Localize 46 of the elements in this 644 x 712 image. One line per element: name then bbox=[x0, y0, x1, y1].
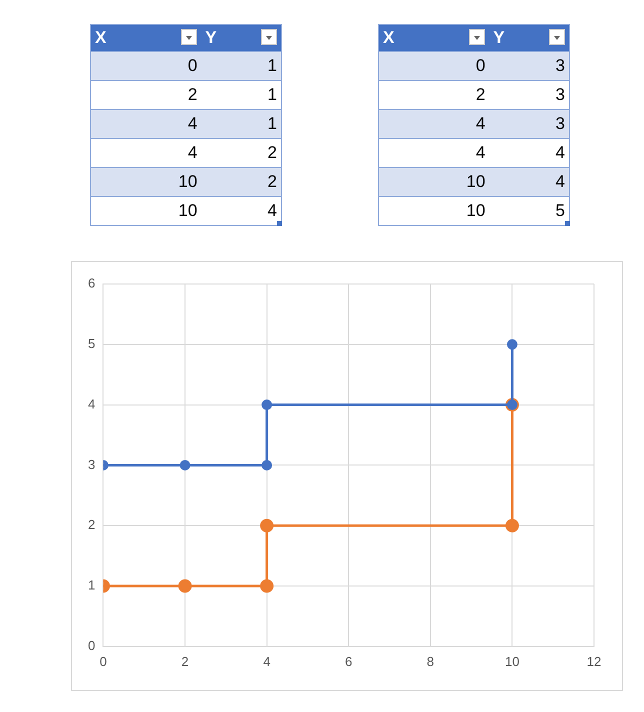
text: 5 bbox=[489, 196, 570, 226]
x-tick-label: 8 bbox=[426, 654, 434, 669]
y-tick-label: 2 bbox=[88, 517, 96, 532]
point bbox=[178, 579, 192, 593]
text: 4 bbox=[378, 110, 490, 138]
y-tick-label: 6 bbox=[88, 276, 96, 291]
text: 1 bbox=[201, 52, 282, 80]
point bbox=[262, 460, 272, 470]
text: 3 bbox=[489, 110, 570, 138]
text: 2 bbox=[378, 80, 490, 110]
point bbox=[505, 518, 519, 532]
text: 2 bbox=[201, 168, 282, 196]
text: 4 bbox=[489, 168, 570, 196]
y-tick-label: 5 bbox=[88, 336, 96, 351]
y-tick-label: 4 bbox=[88, 396, 96, 412]
point bbox=[180, 460, 190, 470]
text: 10 bbox=[378, 168, 490, 196]
x-tick-label: 2 bbox=[181, 654, 189, 669]
category-label: X bbox=[95, 28, 106, 47]
text: 1 bbox=[201, 110, 282, 138]
point bbox=[260, 579, 274, 593]
category-label: Y bbox=[493, 28, 505, 47]
point bbox=[260, 518, 274, 532]
text: 1 bbox=[201, 80, 282, 110]
text: 3 bbox=[489, 80, 570, 110]
category-label: Y bbox=[205, 28, 217, 47]
x-tick-label: 12 bbox=[586, 654, 602, 669]
text: 3 bbox=[489, 52, 570, 80]
text: 0 bbox=[378, 52, 490, 80]
x-tick-label: 0 bbox=[100, 654, 107, 669]
text: 10 bbox=[90, 168, 202, 196]
category-label: X bbox=[383, 28, 394, 47]
point bbox=[506, 339, 518, 350]
text: 10 bbox=[90, 196, 202, 226]
text: 10 bbox=[378, 196, 490, 226]
x-tick-label: 10 bbox=[504, 654, 520, 669]
text: 2 bbox=[201, 138, 282, 168]
x-tick-label: 4 bbox=[263, 654, 270, 669]
x-tick-label: 6 bbox=[345, 654, 352, 669]
y-tick-label: 1 bbox=[88, 578, 96, 593]
point bbox=[262, 400, 272, 410]
text: 4 bbox=[489, 138, 570, 168]
text: 4 bbox=[201, 196, 282, 226]
y-tick-label: 3 bbox=[88, 456, 96, 472]
text: 4 bbox=[378, 138, 490, 168]
y-tick-label: 0 bbox=[88, 638, 96, 653]
